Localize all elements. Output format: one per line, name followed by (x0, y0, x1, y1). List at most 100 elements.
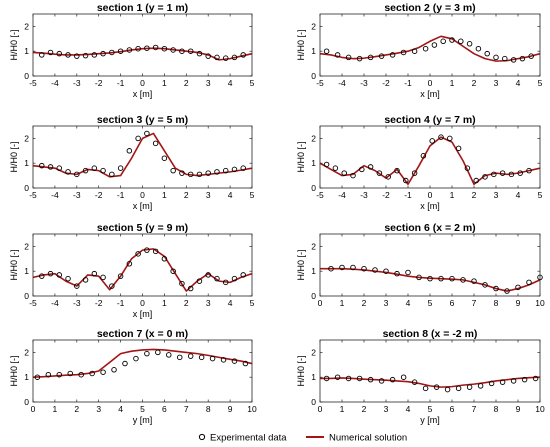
experimental-data-point (475, 45, 482, 52)
x-tick-label: -1 (404, 78, 412, 88)
experimental-data-point (133, 355, 139, 362)
x-tick-label: 4 (228, 190, 233, 200)
x-tick-label: -3 (360, 78, 368, 88)
x-tick-label: -1 (117, 190, 125, 200)
x-axis-label: y [m] (420, 415, 440, 425)
experimental-data-point (135, 251, 141, 257)
y-tick-label: 0 (24, 183, 29, 193)
experimental-data-point (332, 165, 339, 171)
experimental-data-point (78, 371, 84, 378)
experimental-data-point (473, 177, 479, 184)
x-tick-label: -5 (29, 190, 37, 200)
x-tick-label: 4 (516, 78, 521, 88)
experimental-data-point (126, 148, 133, 154)
experimental-data-point (122, 360, 128, 367)
x-tick-label: 5 (250, 190, 255, 200)
x-tick-label: 7 (472, 404, 477, 414)
experimental-data-point (231, 166, 238, 173)
experimental-data-point (100, 369, 106, 375)
experimental-data-point (323, 161, 330, 168)
experimental-data-point (170, 167, 176, 174)
x-tick-label: -1 (117, 298, 125, 308)
experimental-data-point (214, 169, 220, 175)
experimental-data-point (416, 274, 422, 281)
x-tick-label: 4 (406, 404, 411, 414)
chart-panel: section 6 (x = 2 m) 0 1 2 3 4 5 6 7 8 9 10 0 1 2 H/H0 [… (296, 222, 545, 308)
experimental-data-point (45, 371, 52, 378)
y-tick-label: 0 (311, 397, 316, 407)
experimental-data-point (111, 367, 117, 373)
experimental-data-point (394, 167, 400, 174)
x-tick-label: -4 (51, 78, 59, 88)
experimental-data-point (383, 268, 389, 274)
experimental-data-point (438, 134, 444, 140)
experimental-data-point (484, 50, 490, 57)
y-tick-label: 2 (311, 241, 316, 251)
x-tick-label: 1 (53, 404, 58, 414)
x-tick-label: 4 (118, 404, 123, 414)
experimental-data-point (385, 174, 391, 180)
experimental-data-point (135, 135, 141, 142)
experimental-data-point (196, 278, 203, 284)
experimental-data-point (411, 170, 418, 176)
x-tick-label: 7 (472, 298, 477, 308)
experimental-data-point (231, 358, 238, 364)
x-tick-label: -5 (316, 78, 324, 88)
x-tick-label: 1 (162, 190, 167, 200)
experimental-data-point (187, 353, 194, 359)
chart-panel: section 3 (y = 5 m) -5 -4 -3 -2 -1 0 1 2 3 4 5 0 1 2 H/… (9, 114, 255, 211)
experimental-data-point (187, 285, 194, 292)
experimental-data-point (438, 275, 444, 282)
x-tick-label: 10 (247, 404, 257, 414)
experimental-data-point (214, 54, 220, 61)
legend-label-numerical: Numerical solution (329, 433, 407, 444)
experimental-data-point (345, 54, 352, 61)
experimental-data-point (222, 279, 229, 286)
experimental-data-point (411, 48, 418, 54)
experimental-data-point (367, 164, 374, 170)
numerical-solution-line (320, 267, 541, 292)
experimental-data-point (521, 376, 528, 383)
experimental-data-point (491, 171, 497, 178)
legend-marker-experimental (198, 433, 206, 441)
experimental-data-point (144, 130, 150, 137)
plot-area (33, 126, 252, 188)
y-tick-label: 0 (24, 71, 29, 81)
experimental-data-point (222, 55, 229, 61)
experimental-data-point (488, 380, 495, 387)
experimental-data-point (170, 268, 176, 274)
x-tick-label: 0 (31, 404, 36, 414)
x-tick-label: 2 (74, 404, 79, 414)
x-tick-label: 7 (184, 404, 189, 414)
y-tick-label: 1 (24, 372, 29, 382)
experimental-data-point (411, 379, 418, 385)
x-tick-label: 0 (140, 298, 145, 308)
x-tick-label: -3 (73, 298, 81, 308)
chart-panel: section 2 (y = 3 m) -5 -4 -3 -2 -1 0 1 2 3 4 5 0 1 2 H/… (296, 2, 543, 99)
x-tick-label: -3 (73, 190, 81, 200)
x-tick-label: 3 (206, 78, 211, 88)
x-tick-label: -2 (95, 190, 103, 200)
experimental-data-point (34, 374, 41, 380)
experimental-data-point (240, 165, 246, 171)
y-tick-label: 1 (24, 46, 29, 56)
experimental-data-point (405, 269, 411, 276)
experimental-data-point (334, 374, 341, 380)
experimental-data-point (82, 167, 89, 174)
x-tick-label: 0 (318, 298, 323, 308)
experimental-data-point (91, 165, 98, 171)
experimental-data-point (378, 53, 385, 59)
x-tick-label: 8 (494, 404, 499, 414)
experimental-data-point (240, 272, 246, 278)
experimental-data-point (56, 272, 63, 278)
experimental-data-point (422, 385, 429, 392)
experimental-data-point (126, 261, 133, 267)
experimental-data-point (65, 169, 71, 175)
x-axis-label: x [m] (133, 89, 153, 99)
experimental-data-point (328, 265, 334, 272)
y-tick-label: 0 (311, 183, 316, 193)
experimental-data-point (100, 274, 106, 281)
experimental-data-point (126, 47, 133, 53)
experimental-data-point (345, 375, 352, 382)
experimental-data-point (109, 171, 115, 178)
